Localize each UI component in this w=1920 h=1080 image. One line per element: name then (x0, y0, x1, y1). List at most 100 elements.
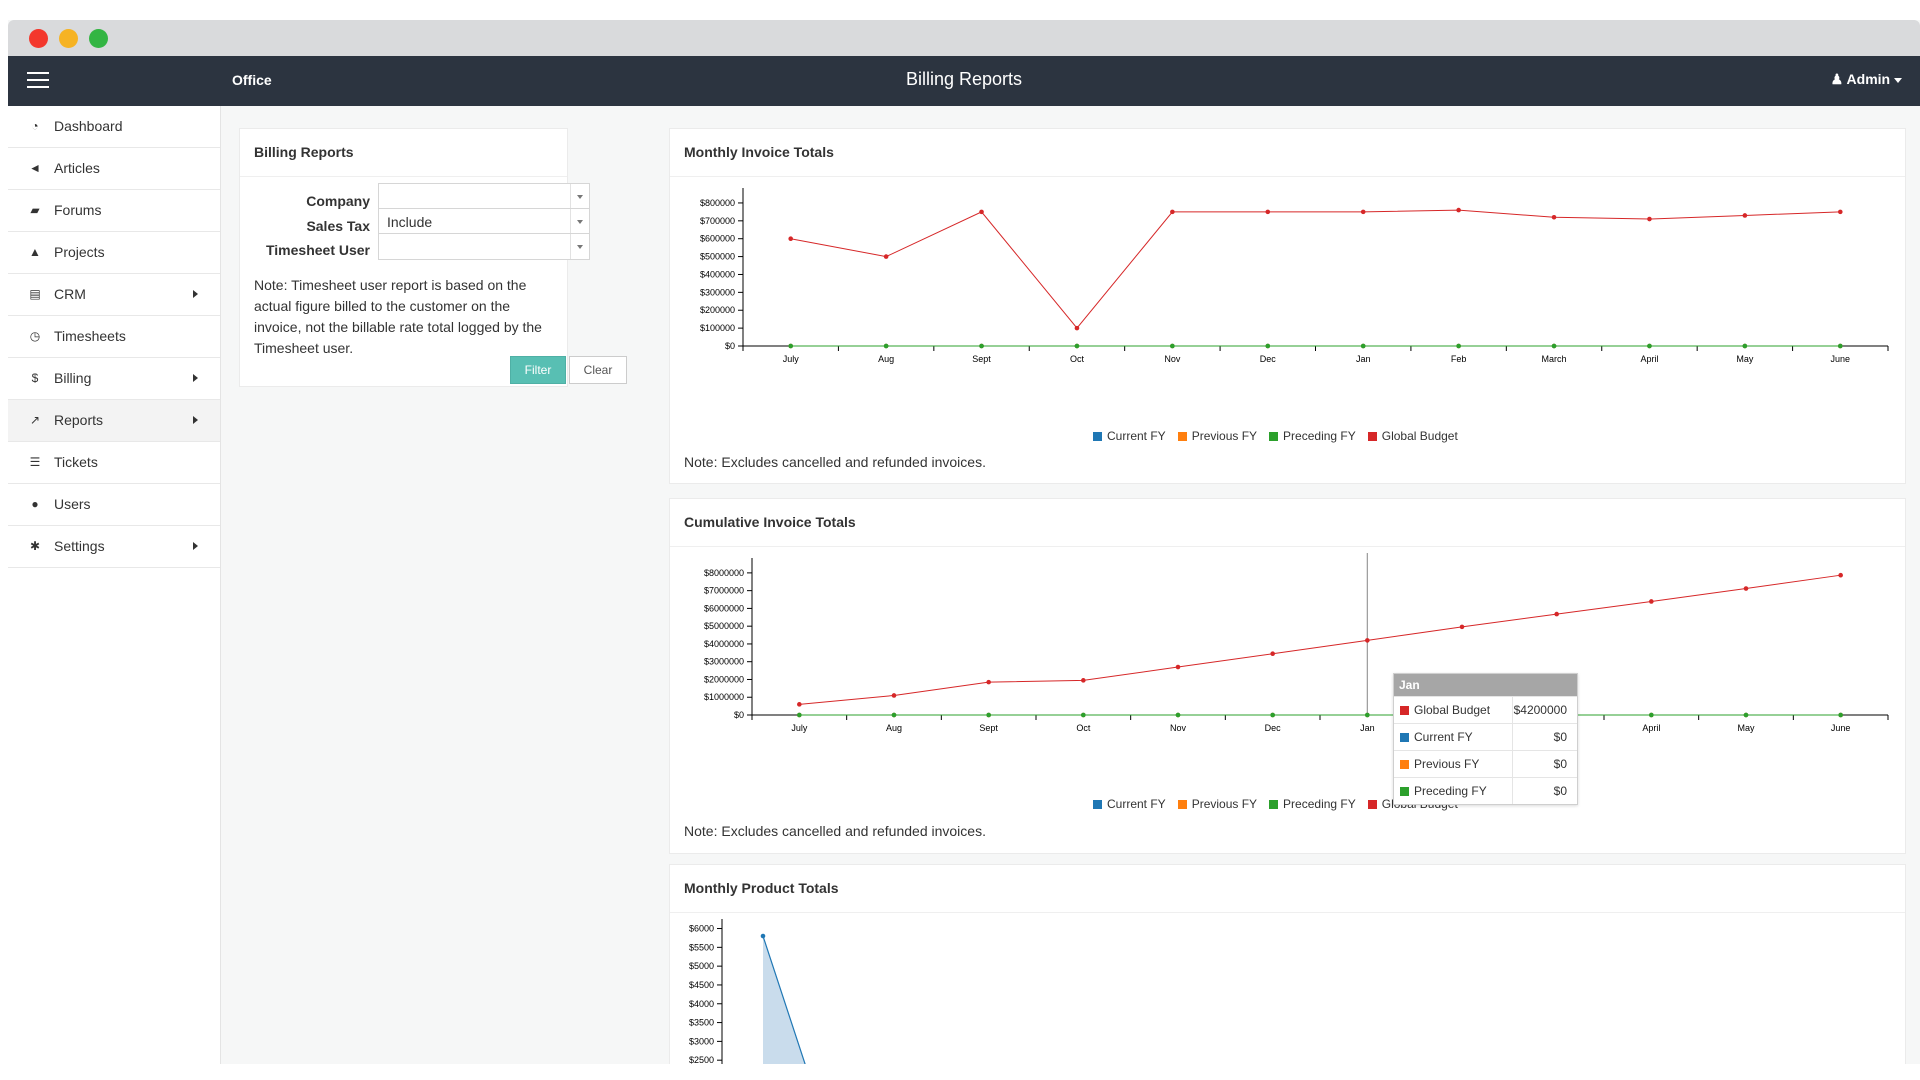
tooltip-swatch (1400, 786, 1409, 796)
data-point (1074, 343, 1080, 349)
x-tick-label: June (1831, 354, 1851, 364)
data-point (1170, 343, 1175, 349)
tooltip-series-name: Global Budget (1414, 703, 1491, 717)
x-tick-label: April (1640, 354, 1658, 364)
cumulative-invoice-note: Note: Excludes cancelled and refunded in… (684, 823, 986, 839)
sales-tax-select[interactable]: Include (378, 208, 590, 235)
sidebar-item-label: CRM (54, 286, 86, 302)
data-point (986, 679, 991, 685)
data-point (1360, 209, 1366, 215)
user-icon: ● (31, 497, 39, 511)
data-point (1456, 343, 1461, 349)
sidebar-item-articles[interactable]: ◄ Articles (8, 148, 220, 190)
y-tick-label: $0 (725, 341, 735, 351)
legend-item[interactable]: Preceding FY (1269, 429, 1356, 443)
sidebar-item-label: Reports (54, 412, 104, 428)
y-tick-label: $0 (734, 710, 744, 720)
sidebar-item-timesheets[interactable]: ◷ Timesheets (8, 316, 220, 358)
cumulative-invoice-chart: $0 $1000000 $2000000 $3000000 $4000000 $50000… (704, 553, 1889, 733)
sidebar-item-label: Settings (54, 538, 105, 554)
sidebar-item-label: Billing (54, 370, 92, 386)
sidebar-item-billing[interactable]: $ Billing (8, 358, 220, 400)
data-point (1074, 325, 1080, 331)
data-point (1647, 216, 1652, 222)
legend-label: Preceding FY (1283, 797, 1356, 811)
sidebar-item-tickets[interactable]: ☰ Tickets (8, 442, 220, 484)
sales-tax-label: Sales Tax (306, 218, 370, 234)
y-tick-label: $6000000 (704, 603, 744, 613)
y-tick-label: $300000 (700, 287, 735, 297)
y-tick-label: $100000 (700, 323, 735, 333)
data-point (1265, 343, 1271, 349)
legend-swatch (1177, 431, 1187, 441)
legend-item[interactable]: Preceding FY (1269, 797, 1356, 811)
x-tick-label: March (1542, 354, 1567, 364)
legend-swatch (1093, 799, 1102, 809)
data-point (883, 343, 889, 349)
data-point (979, 343, 984, 349)
clock-icon: ◷ (29, 329, 41, 343)
legend-item[interactable]: Global Budget (1367, 429, 1458, 443)
minimize-window-button[interactable] (59, 29, 78, 48)
sidebar: ◔ Dashboard ◄ Articles ▰ Forums ▲ Projects ▤ CRM ◷… (8, 106, 221, 1064)
tooltip-series-value: $0 (1512, 724, 1573, 750)
y-tick-label: $2000000 (704, 674, 744, 684)
sidebar-item-crm[interactable]: ▤ CRM (8, 274, 220, 316)
sidebar-item-label: Dashboard (54, 118, 123, 134)
x-tick-label: June (1831, 723, 1851, 733)
y-tick-label: $3500 (689, 1018, 714, 1028)
hamburger-icon[interactable] (27, 72, 49, 93)
sidebar-item-reports[interactable]: ↗ Reports (8, 400, 220, 442)
legend-item[interactable]: Current FY (1093, 429, 1166, 443)
sidebar-item-dashboard[interactable]: ◔ Dashboard (8, 106, 220, 148)
tooltip-swatch (1400, 705, 1409, 715)
data-point (1365, 638, 1370, 643)
sidebar-item-settings[interactable]: ✱ Settings (8, 526, 220, 568)
tooltip-series-name: Preceding FY (1414, 784, 1487, 798)
legend-label: Previous FY (1191, 429, 1258, 443)
legend-item[interactable]: Current FY (1093, 797, 1166, 811)
sidebar-item-label: Tickets (54, 454, 98, 470)
legend-swatch (1093, 431, 1102, 441)
monthly-invoice-chart: $0 $100000 $200000 $300000 $400000 $500000 $60… (700, 188, 1889, 364)
x-tick-label: Oct (1070, 354, 1085, 364)
data-point (1551, 343, 1557, 349)
data-point (1742, 343, 1748, 349)
y-tick-label: $8000000 (704, 568, 744, 578)
timesheet-user-select[interactable] (378, 233, 590, 260)
user-icon: ♟ (1830, 71, 1844, 87)
clear-button[interactable]: Clear (569, 356, 627, 384)
dropdown-arrow-icon (570, 234, 589, 259)
company-select[interactable] (378, 183, 590, 210)
data-point (1551, 214, 1557, 220)
y-tick-label: $3000000 (704, 657, 744, 667)
data-point (883, 254, 889, 259)
sidebar-item-users[interactable]: ● Users (8, 484, 220, 526)
maximize-window-button[interactable] (89, 29, 108, 48)
data-point (1456, 207, 1461, 213)
sidebar-item-projects[interactable]: ▲ Projects (8, 232, 220, 274)
data-point (1459, 624, 1465, 630)
close-window-button[interactable] (29, 29, 48, 48)
data-point (1081, 712, 1086, 718)
caret-right-icon (193, 416, 198, 424)
y-tick-label: $4500 (689, 980, 714, 990)
data-point (1837, 343, 1843, 349)
data-point (1170, 209, 1175, 215)
legend-item[interactable]: Previous FY (1177, 797, 1257, 811)
brand-label[interactable]: Office (232, 72, 272, 88)
filter-button[interactable]: Filter (510, 356, 566, 384)
y-tick-label: $7000000 (704, 586, 744, 596)
sidebar-item-forums[interactable]: ▰ Forums (8, 190, 220, 232)
legend-swatch (1367, 799, 1377, 809)
list-icon: ▤ (29, 287, 41, 301)
x-tick-label: April (1642, 723, 1660, 733)
window-titlebar (8, 20, 1920, 56)
admin-menu[interactable]: ♟ Admin (1831, 71, 1902, 88)
legend-item[interactable]: Previous FY (1177, 429, 1258, 443)
tooltip-swatch (1400, 732, 1409, 742)
x-tick-label: Sept (979, 723, 998, 733)
y-tick-label: $800000 (700, 198, 735, 208)
sidebar-item-label: Projects (54, 244, 105, 260)
ticket-list-icon: ☰ (29, 455, 41, 469)
